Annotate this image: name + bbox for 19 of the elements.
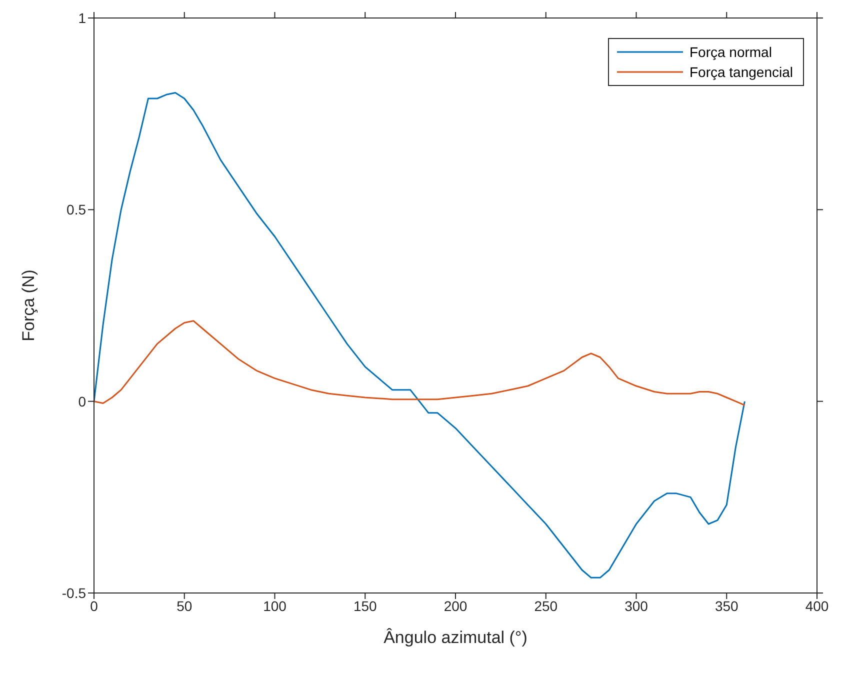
x-tick-label: 150 — [353, 598, 378, 614]
y-tick-label: 0 — [78, 393, 86, 410]
x-tick-label: 250 — [534, 598, 558, 614]
line-series — [94, 320, 746, 406]
legend-label: Força tangencial — [689, 64, 793, 80]
x-axis-title: Ângulo azimutal (°) — [384, 628, 528, 647]
y-tick-label: -0.5 — [62, 584, 86, 601]
legend-label: Força normal — [689, 44, 772, 60]
y-tick-label: 0.5 — [66, 202, 86, 218]
x-tick-label: 350 — [714, 598, 739, 614]
x-tick-label: 50 — [176, 598, 192, 614]
y-tick-label: 1 — [78, 10, 86, 26]
x-tick-label: 400 — [805, 598, 829, 614]
x-tick-label: 0 — [90, 598, 98, 614]
x-tick-label: 100 — [263, 598, 287, 614]
line-series — [94, 92, 746, 578]
y-axis-title: Força (N) — [19, 270, 38, 342]
x-tick-label: 200 — [444, 598, 468, 614]
x-tick-label: 300 — [624, 598, 648, 614]
